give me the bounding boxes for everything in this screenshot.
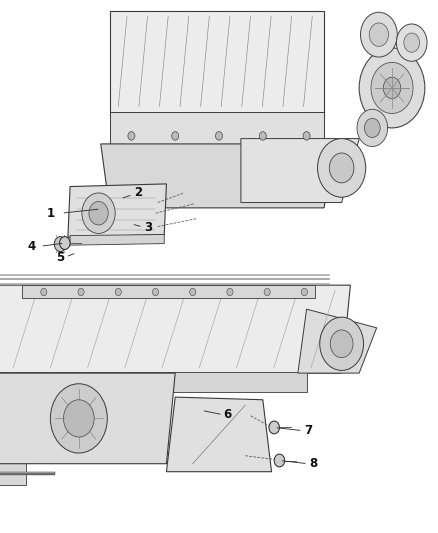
Text: 5: 5 bbox=[57, 252, 64, 264]
Circle shape bbox=[330, 330, 353, 358]
Circle shape bbox=[152, 288, 159, 296]
Text: 7: 7 bbox=[304, 424, 312, 437]
Circle shape bbox=[89, 201, 108, 225]
Polygon shape bbox=[110, 11, 324, 117]
Circle shape bbox=[364, 118, 380, 138]
Text: 6: 6 bbox=[224, 408, 232, 421]
Polygon shape bbox=[0, 372, 307, 392]
Polygon shape bbox=[241, 139, 359, 203]
Circle shape bbox=[82, 193, 115, 233]
Circle shape bbox=[359, 48, 425, 128]
Text: 1: 1 bbox=[46, 207, 54, 220]
Circle shape bbox=[60, 237, 70, 249]
Circle shape bbox=[215, 132, 223, 140]
Circle shape bbox=[190, 288, 196, 296]
Circle shape bbox=[357, 109, 388, 147]
Circle shape bbox=[54, 237, 67, 252]
Circle shape bbox=[259, 132, 266, 140]
Text: 3: 3 bbox=[144, 221, 152, 233]
Polygon shape bbox=[0, 373, 175, 464]
Circle shape bbox=[320, 317, 364, 370]
Circle shape bbox=[269, 421, 279, 434]
Circle shape bbox=[78, 288, 84, 296]
Polygon shape bbox=[101, 144, 333, 208]
Circle shape bbox=[41, 288, 47, 296]
Circle shape bbox=[404, 33, 420, 52]
Text: 8: 8 bbox=[309, 457, 317, 470]
Polygon shape bbox=[22, 285, 315, 298]
Circle shape bbox=[329, 153, 354, 183]
Polygon shape bbox=[0, 461, 26, 485]
Circle shape bbox=[264, 288, 270, 296]
Circle shape bbox=[172, 132, 179, 140]
Polygon shape bbox=[70, 235, 164, 245]
Circle shape bbox=[360, 12, 397, 57]
Circle shape bbox=[115, 288, 121, 296]
Circle shape bbox=[303, 132, 310, 140]
Polygon shape bbox=[0, 285, 350, 373]
Circle shape bbox=[50, 384, 107, 453]
Text: 4: 4 bbox=[28, 240, 35, 253]
Circle shape bbox=[128, 132, 135, 140]
Circle shape bbox=[274, 454, 285, 467]
Polygon shape bbox=[298, 309, 377, 373]
Polygon shape bbox=[110, 112, 324, 144]
Circle shape bbox=[383, 77, 401, 99]
Circle shape bbox=[318, 139, 366, 197]
Circle shape bbox=[301, 288, 307, 296]
Text: 2: 2 bbox=[134, 187, 142, 199]
Polygon shape bbox=[166, 397, 272, 472]
Circle shape bbox=[64, 400, 94, 437]
Circle shape bbox=[396, 24, 427, 61]
Polygon shape bbox=[68, 184, 166, 237]
Circle shape bbox=[369, 23, 389, 46]
Circle shape bbox=[371, 62, 413, 114]
Circle shape bbox=[227, 288, 233, 296]
